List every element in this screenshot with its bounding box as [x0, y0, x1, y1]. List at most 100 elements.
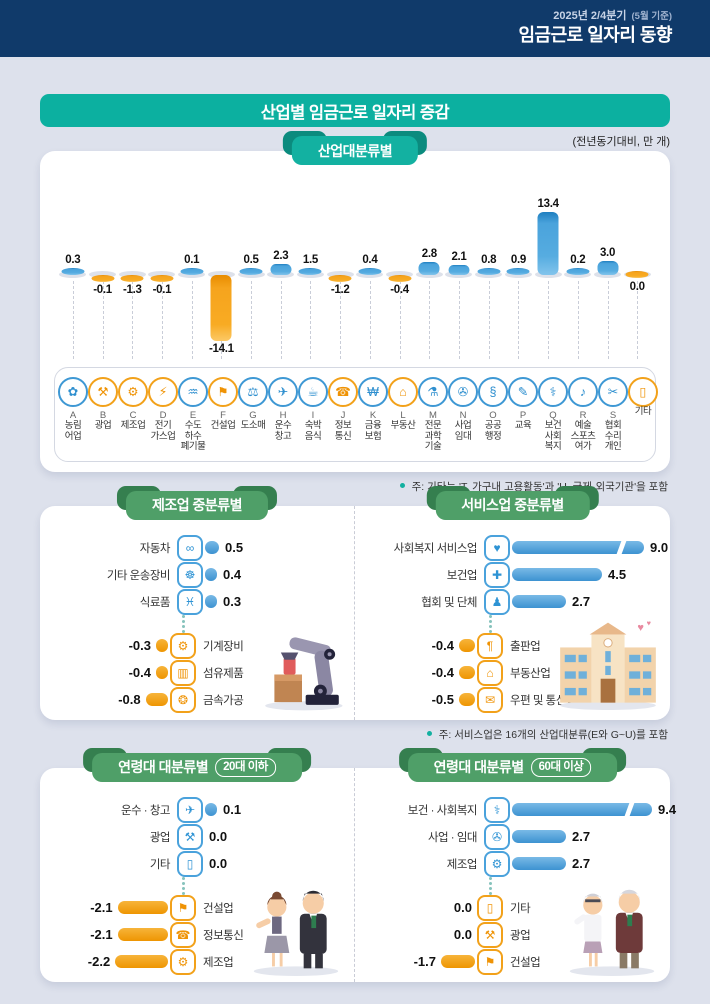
row-bar — [512, 539, 644, 556]
mining-icon: ⚒ — [88, 377, 118, 407]
row-label: 사회복지 서비스업 — [393, 542, 478, 555]
category-label: 정보 통신 — [334, 420, 352, 442]
industry-category: ☕ I 숙박 음식 — [298, 377, 328, 453]
category-letter: B — [99, 410, 107, 421]
industry-column: 0.9 — [504, 169, 534, 361]
industry-category: ₩ K 금융 보험 — [358, 377, 388, 453]
dot — [181, 614, 185, 618]
industry-category: ⚡ D 전기 가스업 — [148, 377, 178, 453]
guide-line — [161, 281, 163, 359]
bar — [239, 268, 263, 275]
guide-line — [340, 281, 342, 359]
bar-value-label: 0.8 — [481, 254, 497, 266]
guide-line — [488, 281, 490, 359]
bar — [328, 275, 352, 282]
age-over60-badge: 60대 이상 — [530, 757, 592, 777]
category-row: -0.5 ✉ 우편 및 통신업 — [355, 686, 670, 713]
row-value: 4.5 — [608, 567, 627, 582]
category-row: -0.4 ▥ 섬유제품 — [40, 659, 354, 686]
guide-line — [72, 281, 74, 359]
row-bar — [512, 857, 566, 870]
row-bar — [512, 568, 602, 581]
bar-value-label: -0.4 — [390, 284, 409, 296]
row-label: 광업 — [510, 929, 531, 942]
dot — [488, 614, 492, 618]
ellipsis-dots-row — [355, 876, 670, 895]
row-negative-zone: 0.0 — [355, 900, 477, 915]
industry-category: ⌂ L 부동산 — [388, 377, 418, 453]
industry-column: 0.2 — [563, 169, 593, 361]
industry-column: 1.5 — [296, 169, 326, 361]
category-row: -2.1 ☎ 정보통신 — [40, 921, 354, 948]
row-label: 우편 및 통신업 — [510, 694, 576, 707]
row-label: 부동산업 — [510, 667, 551, 680]
dot — [488, 629, 492, 633]
row-value: 0.0 — [209, 829, 228, 844]
row-label: 사업 · 임대 — [427, 831, 478, 844]
row-bar — [156, 639, 168, 652]
industry-column: 0.8 — [474, 169, 504, 361]
category-row: -2.1 ⚑ 건설업 — [40, 894, 354, 921]
category-letter: D — [159, 410, 167, 421]
industry-column: 3.0 — [593, 169, 623, 361]
bar-value-label: -1.3 — [122, 284, 142, 296]
social-welfare-icon: ♥ — [484, 534, 510, 561]
row-value: 0.3 — [223, 594, 242, 609]
services-note-text: 주: 서비스업은 16개의 산업대분류(E와 G~U)를 포함 — [438, 728, 668, 741]
age-under20-ribbon-label: 연령대 대분류별 — [118, 759, 209, 775]
bar — [61, 268, 85, 275]
bar-value-label: 0.0 — [629, 281, 645, 293]
category-letter: J — [340, 410, 346, 421]
bar-value-label: 0.5 — [243, 254, 259, 266]
row-label: 기타 운송장비 — [106, 569, 171, 582]
unit-note: (전년동기대비, 만 개) — [572, 136, 670, 148]
row-label: 건설업 — [510, 956, 541, 969]
age-under20-rows: 운수 · 창고 ✈ 0.1 광업 ⚒ 0.0 기타 ▯ 0.0 -2.1 ⚑ 건설업 -2.1 ☎ 정보통신… — [40, 796, 354, 975]
lodging-food-icon: ☕ — [298, 377, 328, 407]
row-bar — [512, 830, 566, 843]
industry-column: -1.3 — [117, 169, 147, 361]
industry-chart-card: 산업대분류별 0.3 -0.1 -1.3 -0.1 0.1 -14.1 0.5 2.3 1.5 -… — [40, 131, 670, 472]
ship-wheel-icon: ☸ — [177, 561, 203, 588]
row-label: 광업 — [149, 831, 171, 844]
bar — [358, 268, 382, 275]
row-value: 0.1 — [223, 802, 242, 817]
category-row: -0.4 ¶ 출판업 — [355, 632, 670, 659]
age-group-card: 연령대 대분류별 20대 이하 운수 · 창고 ✈ 0.1 광업 ⚒ 0.0 기타 ▯ 0.0 -… — [40, 747, 676, 982]
industry-category: ⚒ B 광업 — [88, 377, 118, 453]
bar — [537, 212, 559, 275]
row-value: 2.7 — [572, 594, 591, 609]
bar — [597, 261, 618, 275]
report-period-main: 2025년 2/4분기 — [553, 10, 627, 23]
dot — [488, 624, 492, 628]
services-ribbon: 서비스업 중분류별 — [426, 485, 599, 520]
industry-category: ♒ E 수도 하수 폐기물 — [178, 377, 208, 453]
services-note: 주: 서비스업은 16개의 산업대분류(E와 G~U)를 포함 — [40, 727, 668, 742]
category-label: 예술 스포츠 여가 — [570, 420, 596, 452]
bar — [448, 265, 470, 275]
row-value: -2.2 — [87, 954, 111, 969]
ellipsis-dots-icon — [170, 876, 196, 895]
machinery-icon: ⚙ — [170, 632, 196, 659]
row-value: -2.1 — [90, 927, 113, 942]
row-label: 식료품 — [139, 596, 171, 609]
row-negative-zone: -0.8 — [40, 692, 170, 707]
bar — [210, 275, 232, 341]
dot — [488, 619, 492, 623]
industry-category: ♪ R 예술 스포츠 여가 — [568, 377, 598, 453]
industry-ribbon: 산업대분류별 — [282, 131, 428, 165]
ellipsis-dots-row — [355, 614, 670, 633]
construction-icon: ⚑ — [208, 377, 238, 407]
row-label: 제조업 — [203, 956, 234, 969]
category-letter: A — [69, 410, 77, 421]
car-icon: ∞ — [177, 534, 203, 561]
category-letter: E — [189, 410, 197, 421]
guide-line — [102, 281, 104, 359]
dot — [181, 629, 185, 633]
bar-value-label: 0.9 — [510, 254, 526, 266]
industry-ribbon-label: 산업대분류별 — [317, 142, 393, 159]
bar-value-label: 2.3 — [273, 250, 289, 262]
science-tech-icon: ⚗ — [418, 377, 448, 407]
row-bar — [459, 639, 475, 652]
row-label: 섬유제품 — [203, 667, 244, 680]
